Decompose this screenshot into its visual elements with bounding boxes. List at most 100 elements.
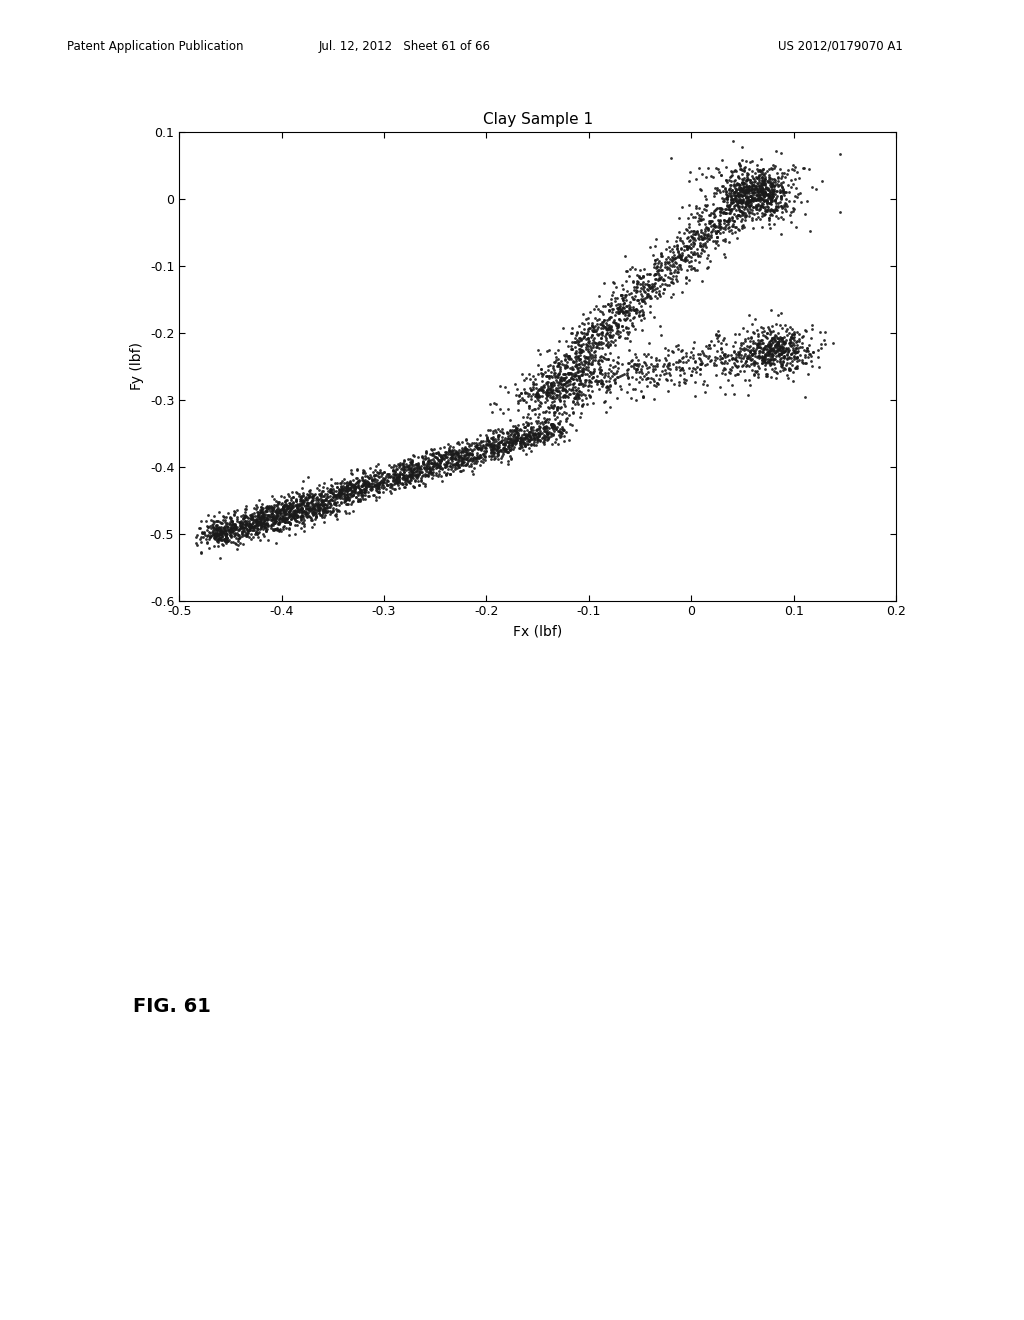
Point <box>578 359 594 380</box>
Point <box>258 496 274 517</box>
Point <box>278 500 294 521</box>
Point <box>726 195 742 216</box>
Point <box>331 479 347 500</box>
Point <box>660 354 677 375</box>
Point <box>681 255 697 276</box>
Point <box>226 515 243 536</box>
Point <box>271 507 288 528</box>
Point <box>776 183 793 205</box>
Point <box>745 321 762 342</box>
Point <box>692 358 709 379</box>
Point <box>639 273 655 294</box>
Point <box>718 169 734 190</box>
Point <box>690 205 707 226</box>
Point <box>226 517 243 539</box>
Point <box>608 301 625 322</box>
Point <box>517 417 534 438</box>
Point <box>302 482 318 503</box>
Point <box>763 186 779 207</box>
Point <box>587 315 603 337</box>
Point <box>380 463 396 484</box>
Point <box>372 471 388 492</box>
Point <box>638 346 654 367</box>
Point <box>217 510 233 531</box>
Point <box>519 433 536 454</box>
Point <box>482 434 499 455</box>
Point <box>237 511 253 532</box>
Point <box>648 264 665 285</box>
Point <box>250 515 266 536</box>
Point <box>253 516 269 537</box>
Point <box>439 453 456 474</box>
Point <box>770 166 786 187</box>
Point <box>707 216 723 238</box>
Point <box>697 354 714 375</box>
Point <box>243 520 259 541</box>
Point <box>202 525 218 546</box>
Point <box>744 182 761 203</box>
Point <box>501 437 517 458</box>
Point <box>511 430 527 451</box>
Point <box>279 498 295 519</box>
Point <box>763 337 779 358</box>
Point <box>717 198 733 219</box>
Point <box>816 322 833 343</box>
Point <box>774 177 791 198</box>
Point <box>742 190 759 211</box>
Point <box>755 158 771 180</box>
Point <box>339 494 355 515</box>
Point <box>743 161 760 182</box>
Point <box>254 502 270 523</box>
Point <box>769 197 785 218</box>
Point <box>776 356 793 378</box>
Point <box>451 447 467 469</box>
Point <box>650 269 667 290</box>
Point <box>601 354 617 375</box>
Point <box>337 484 353 506</box>
Point <box>295 484 311 506</box>
Point <box>545 358 561 379</box>
Point <box>336 488 352 510</box>
Point <box>649 263 666 284</box>
Point <box>694 341 711 362</box>
Point <box>635 265 651 286</box>
Point <box>679 219 695 240</box>
Point <box>752 341 768 362</box>
Point <box>254 513 270 535</box>
Point <box>549 433 565 454</box>
Point <box>734 136 751 157</box>
Point <box>294 490 310 511</box>
Point <box>543 362 559 383</box>
Point <box>631 293 647 314</box>
Point <box>645 358 662 379</box>
Point <box>252 499 268 520</box>
Point <box>463 444 479 465</box>
Point <box>339 486 355 507</box>
Point <box>657 253 674 275</box>
Point <box>546 417 562 438</box>
Point <box>485 441 502 462</box>
Point <box>767 187 783 209</box>
Point <box>574 356 591 378</box>
Point <box>587 346 603 367</box>
Point <box>286 504 302 525</box>
Point <box>205 519 221 540</box>
Point <box>754 177 770 198</box>
Point <box>773 327 790 348</box>
Point <box>493 432 509 453</box>
Point <box>524 376 541 397</box>
Point <box>690 343 707 364</box>
Point <box>768 206 784 227</box>
Point <box>548 346 564 367</box>
Point <box>370 453 386 474</box>
Point <box>218 513 234 535</box>
Point <box>797 346 813 367</box>
Point <box>359 474 376 495</box>
Point <box>375 474 391 495</box>
Point <box>720 195 736 216</box>
Point <box>701 228 718 249</box>
Point <box>292 488 308 510</box>
Point <box>384 471 400 492</box>
Point <box>788 330 805 351</box>
Point <box>646 306 663 327</box>
